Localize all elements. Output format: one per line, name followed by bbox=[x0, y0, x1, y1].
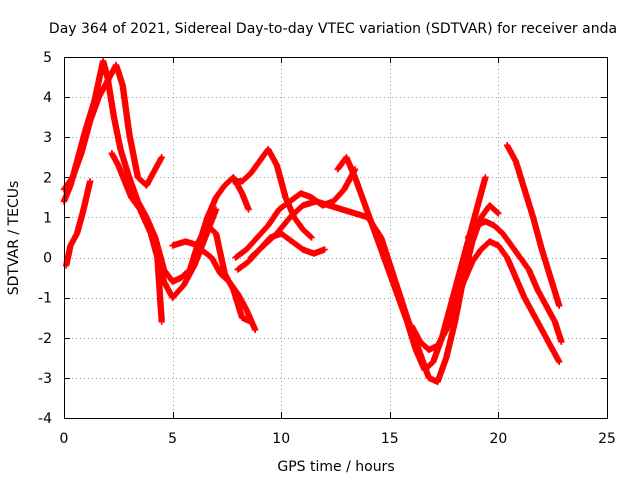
x-tick-label: 10 bbox=[272, 431, 290, 447]
series-track-7 bbox=[197, 246, 259, 333]
x-axis-label: GPS time / hours bbox=[277, 459, 394, 475]
x-tick-label: 20 bbox=[489, 431, 507, 447]
plus-markers bbox=[169, 174, 252, 249]
x-tick-label: 5 bbox=[168, 431, 177, 447]
y-tick-label: 5 bbox=[43, 50, 52, 66]
series-track-13 bbox=[408, 238, 563, 365]
plus-markers bbox=[234, 230, 328, 273]
plus-markers bbox=[230, 146, 315, 241]
plus-markers bbox=[197, 246, 259, 333]
plus-markers bbox=[503, 142, 563, 309]
y-tick-label: -2 bbox=[38, 331, 52, 347]
x-tick-label: 0 bbox=[60, 431, 69, 447]
data-points bbox=[60, 57, 565, 386]
plot-frame bbox=[64, 57, 608, 419]
series-track-8 bbox=[230, 146, 315, 241]
y-tick-label: -4 bbox=[38, 411, 52, 427]
chart-title: Day 364 of 2021, Sidereal Day-to-day VTE… bbox=[49, 21, 617, 37]
y-tick-label: 4 bbox=[43, 90, 52, 106]
y-tick-label: 0 bbox=[43, 251, 52, 267]
series-track-15 bbox=[503, 142, 563, 309]
series-track-10 bbox=[234, 230, 328, 273]
plus-markers bbox=[408, 238, 563, 365]
y-tick-label: -3 bbox=[38, 371, 52, 387]
x-tick-label: 15 bbox=[381, 431, 399, 447]
series-track-6 bbox=[169, 174, 252, 249]
series-track-14 bbox=[464, 218, 565, 345]
series-track-5 bbox=[152, 206, 220, 301]
y-tick-label: 1 bbox=[43, 210, 52, 226]
y-tick-label: 3 bbox=[43, 130, 52, 146]
plus-markers bbox=[464, 218, 565, 345]
y-tick-label: -1 bbox=[38, 291, 52, 307]
plus-markers bbox=[152, 206, 220, 301]
series-track-3 bbox=[62, 178, 94, 269]
grid-lines bbox=[64, 57, 607, 418]
y-tick-label: 2 bbox=[43, 170, 52, 186]
plus-markers bbox=[62, 178, 94, 269]
y-axis-label: SDTVAR / TECUs bbox=[6, 181, 22, 296]
x-tick-label: 25 bbox=[598, 431, 616, 447]
